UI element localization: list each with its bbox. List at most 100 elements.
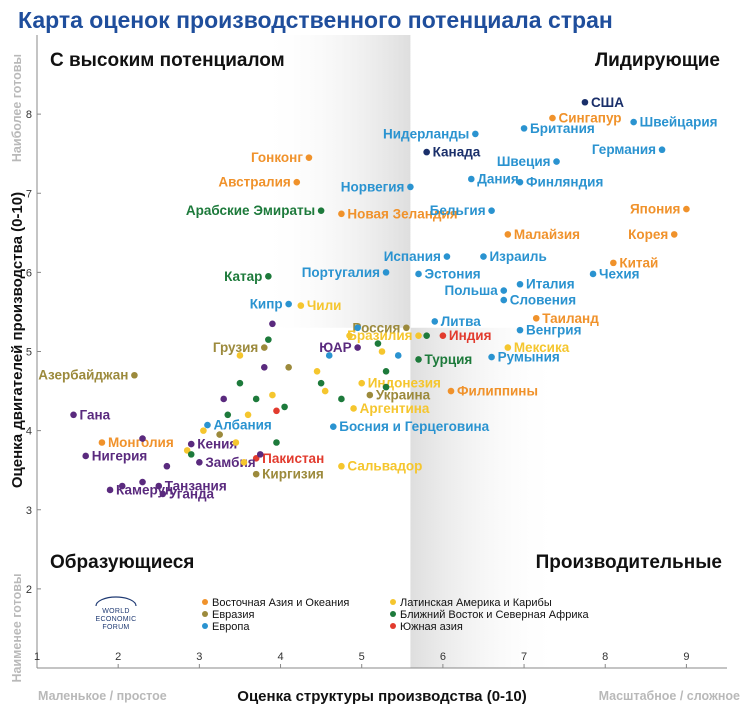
x-tick-label: 7 [521,651,527,663]
data-point [415,270,422,278]
data-point-label: Швейцария [640,115,718,130]
legend-entry: Восточная Азия и Океания [212,597,349,609]
data-point [240,458,248,466]
data-point [338,210,345,218]
data-point-label: Кения [197,437,237,452]
data-point [269,391,276,399]
data-point-label: Бельгия [430,203,486,218]
y-tick-label: 6 [26,267,32,279]
legend-swatch [202,623,208,629]
data-point-label: Гана [80,407,111,422]
data-point-label: ЮАР [319,340,351,355]
data-point-label: Монголия [108,435,174,450]
data-point-label: Испания [384,249,441,264]
data-point [338,462,345,470]
data-point [236,379,244,387]
data-point-label: Замбия [205,455,255,470]
data-point [354,344,361,351]
data-point [423,148,430,156]
data-point [415,356,422,363]
data-point [415,332,422,339]
data-point [346,332,353,339]
data-point [581,98,589,106]
data-point-label: Филиппины [457,384,538,399]
legend-entry: Южная азия [400,621,463,633]
x-axis-high-label: Масштабное / сложное [599,689,740,703]
data-point [325,352,333,359]
data-point [329,423,337,430]
data-point [317,379,325,387]
y-tick-label: 8 [26,109,32,121]
data-point [382,367,390,375]
x-tick-label: 8 [602,651,608,663]
y-axis-title: Оценка двигателей производства (0-10) [9,192,26,488]
data-point [305,154,313,161]
data-point [252,395,260,403]
data-point-label: Норвегия [341,179,405,194]
data-point [187,451,195,458]
x-tick-label: 6 [440,651,446,663]
data-point [256,451,264,458]
data-point-label: Дания [477,172,518,187]
data-point-label: Китай [619,255,658,270]
y-tick-label: 2 [26,584,32,596]
data-point [553,158,560,165]
data-point [260,364,268,371]
data-point [293,178,301,186]
data-point [139,478,146,486]
data-point [403,324,410,332]
data-point [252,470,260,478]
wef-logo-line3: FORUM [102,624,129,631]
data-point [431,318,439,325]
data-point [443,253,451,260]
data-point [439,332,447,339]
y-tick-label: 7 [26,188,32,200]
data-point-label: Польша [445,283,499,298]
data-point-label: Пакистан [262,451,324,466]
data-point [321,387,329,395]
x-axis-title: Оценка структуры производства (0-10) [237,688,526,705]
x-tick-label: 1 [34,651,40,663]
data-point [285,300,292,308]
data-point [200,427,207,434]
data-point-label: Эстония [425,266,481,281]
data-point [516,178,524,186]
data-point [187,440,195,448]
data-point [269,320,276,328]
data-point [273,439,280,446]
data-point [82,452,90,460]
data-point-label: Камерун [116,482,173,497]
data-point [236,352,244,359]
data-point-label: Израиль [489,249,546,264]
wef-logo-line1: WORLD [102,608,130,615]
quadrant-top-right-label: Лидирующие [595,50,720,71]
legend-swatch [390,623,396,629]
data-point [139,435,146,442]
legend-entry: Латинская Америка и Карибы [400,597,552,609]
data-point [313,367,321,375]
data-point-label: Кипр [250,297,283,312]
data-point [281,403,288,411]
data-point [516,326,524,334]
y-axis-high-label: Наиболее готовы [10,54,24,162]
x-tick-label: 4 [277,651,283,663]
data-point [630,118,637,126]
data-point [610,259,617,267]
data-point-label: Чили [307,298,342,313]
data-point-label: США [591,95,624,110]
data-point-label: Уганда [169,486,215,501]
data-point [382,383,390,391]
wef-logo: WORLD ECONOMIC FORUM [95,596,137,631]
x-tick-label: 3 [196,651,202,663]
data-point [232,439,240,446]
data-point [488,207,495,214]
data-point [354,324,361,332]
data-point [500,296,508,304]
quadrant-bottom-left-label: Образующиеся [50,552,194,573]
data-point-label: Албания [213,418,271,433]
legend-entry: Евразия [212,609,254,621]
data-point [224,411,232,419]
data-point [500,287,508,294]
